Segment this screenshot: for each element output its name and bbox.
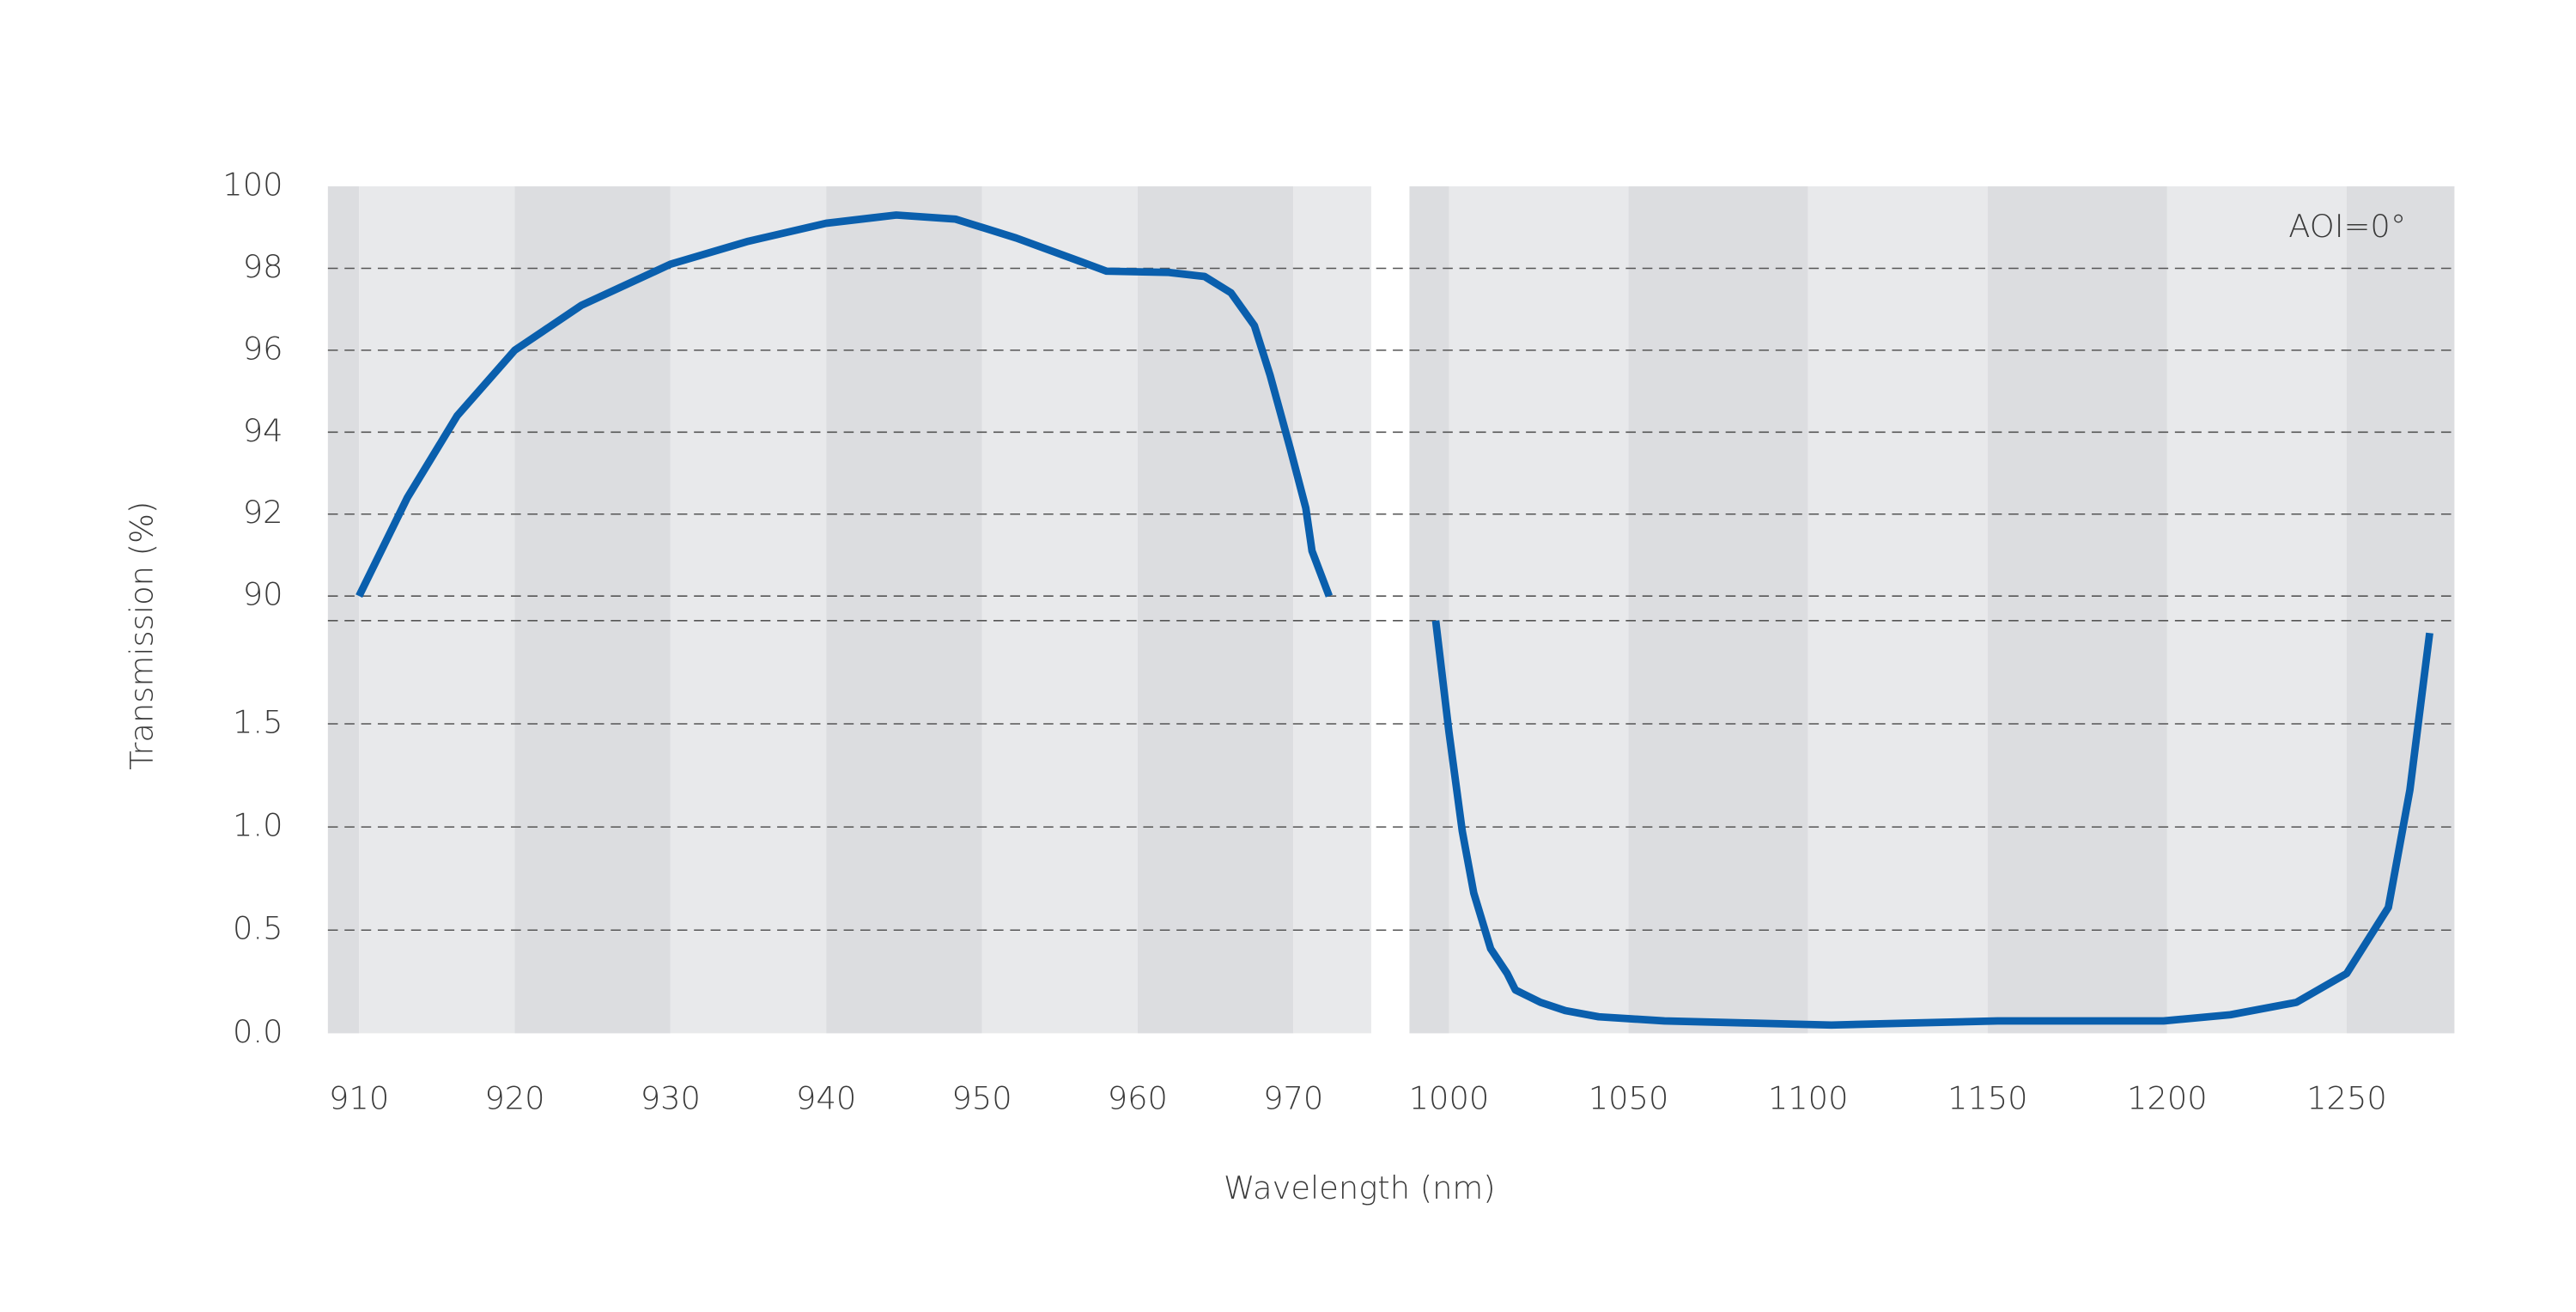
y-tick-label: 1.5 xyxy=(233,703,283,740)
band xyxy=(514,186,671,1034)
x-tick-label: 1050 xyxy=(1589,1079,1669,1116)
y-tick-label: 1.0 xyxy=(233,807,283,844)
y-tick-label: 92 xyxy=(243,494,283,531)
y-tick-label: 90 xyxy=(243,576,283,613)
band xyxy=(2346,186,2455,1034)
x-tick-label: 910 xyxy=(329,1079,389,1116)
y-tick-label: 100 xyxy=(222,167,283,203)
y-axis-label: Transmission (%) xyxy=(123,501,160,770)
series-line xyxy=(355,211,1334,598)
x-tick-label: 920 xyxy=(484,1079,544,1116)
band xyxy=(1628,186,1808,1034)
x-tick-label: 1150 xyxy=(1947,1079,2028,1116)
x-tick-label: 970 xyxy=(1263,1079,1323,1116)
y-tick-label: 0.0 xyxy=(233,1013,283,1050)
x-tick-label: 940 xyxy=(796,1079,856,1116)
x-axis-label: Wavelength (nm) xyxy=(1224,1169,1496,1206)
annotation: AOI=0° xyxy=(2288,208,2406,245)
grid xyxy=(327,267,2455,932)
band xyxy=(2166,186,2347,1034)
x-tick-label: 950 xyxy=(951,1079,1012,1116)
band xyxy=(359,186,515,1034)
band xyxy=(1409,186,1449,1034)
x-tick-label: 1100 xyxy=(1768,1079,1849,1116)
band xyxy=(826,186,982,1034)
band xyxy=(981,186,1138,1034)
band xyxy=(1137,186,1294,1034)
x-tick-label: 930 xyxy=(641,1079,701,1116)
band xyxy=(1449,186,1629,1034)
y-tick-label: 96 xyxy=(243,330,283,367)
y-tick-label: 0.5 xyxy=(233,910,283,947)
band xyxy=(1293,186,1371,1034)
x-tick-label: 1000 xyxy=(1409,1079,1490,1116)
y-tick-label: 98 xyxy=(243,248,283,285)
x-tick-label: 1250 xyxy=(2306,1079,2387,1116)
band xyxy=(1807,186,1988,1034)
x-tick-label: 960 xyxy=(1108,1079,1168,1116)
band xyxy=(1987,186,2167,1034)
x-tick-label: 1200 xyxy=(2127,1079,2208,1116)
plot-background xyxy=(327,186,2455,1034)
band xyxy=(670,186,827,1034)
series-line xyxy=(1431,620,2433,1030)
y-tick-label: 94 xyxy=(243,412,283,449)
lines xyxy=(355,211,2433,1030)
band xyxy=(327,186,360,1034)
